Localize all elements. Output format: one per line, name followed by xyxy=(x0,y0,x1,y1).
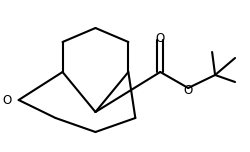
Text: O: O xyxy=(184,84,193,97)
Text: O: O xyxy=(2,93,12,107)
Text: O: O xyxy=(156,32,165,45)
